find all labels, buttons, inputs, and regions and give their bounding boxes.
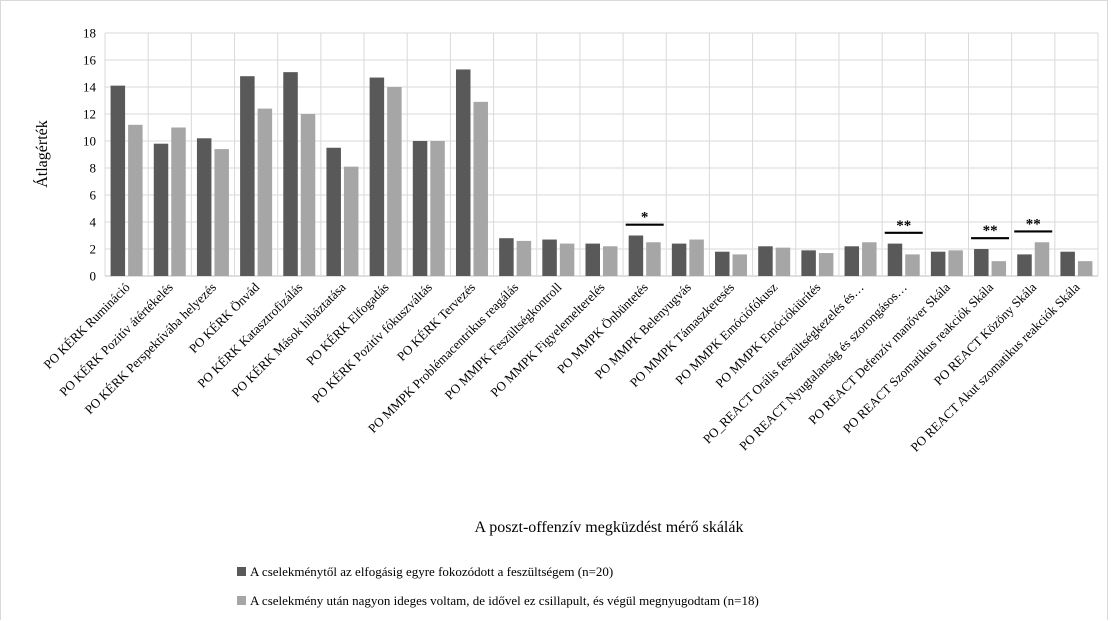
bar-series-1 [758, 246, 773, 276]
bar-series-1 [930, 251, 946, 276]
bar-series-2 [257, 108, 273, 276]
bar-series-1 [801, 250, 816, 276]
bar-series-1 [887, 243, 903, 276]
bar-series-2 [948, 250, 963, 276]
bar-series-1 [715, 251, 730, 276]
bar-series-1 [153, 143, 169, 276]
bar-series-1 [974, 249, 989, 276]
legend-swatch [237, 567, 246, 576]
bar-series-2 [646, 242, 661, 276]
bar-series-1 [412, 141, 428, 276]
bar-series-2 [1034, 242, 1050, 276]
bar-series-2 [473, 101, 488, 276]
y-tick-label: 4 [90, 215, 97, 230]
y-tick-label: 16 [83, 53, 97, 68]
y-tick-label: 10 [83, 134, 96, 149]
bar-series-2 [689, 239, 704, 276]
bar-series-1 [585, 243, 600, 276]
y-tick-label: 8 [90, 161, 97, 176]
bar-series-1 [1017, 254, 1032, 276]
bar-series-2 [818, 253, 834, 276]
bar-series-2 [775, 247, 791, 276]
y-tick-label: 0 [90, 269, 97, 284]
bar-series-2 [214, 149, 229, 276]
category-label: PO_REACT Orális feszültségkezelés és… [700, 280, 867, 447]
category-label: PO KÉRK Tervezés [394, 280, 478, 364]
bar-series-2 [732, 254, 748, 276]
bar-series-2 [905, 254, 920, 276]
bar-series-2 [128, 124, 143, 276]
y-tick-labels: 0 2 4 6 8 10 12 14 16 18 [83, 26, 97, 284]
y-tick-label: 18 [83, 26, 96, 41]
bar-series-1 [499, 238, 514, 276]
bar-series-2 [387, 87, 402, 276]
significance-annotations: *** ** ** [625, 210, 1053, 240]
legend-label: A cselekménytől az elfogásig egyre fokoz… [250, 564, 613, 579]
bar-series-2 [603, 246, 618, 276]
bar-series-1 [283, 72, 298, 277]
legend: A cselekménytől az elfogásig egyre fokoz… [237, 564, 759, 608]
legend-swatch [237, 596, 246, 605]
y-tick-label: 2 [90, 242, 97, 257]
bar-series-1 [196, 138, 212, 276]
y-tick-label: 6 [90, 188, 97, 203]
bar-series-1 [110, 85, 126, 277]
bar-series-2 [430, 141, 445, 276]
bar-series-1 [671, 243, 687, 276]
significance-label: ** [896, 218, 911, 234]
bar-series-1 [844, 246, 860, 276]
bar-series-1 [455, 69, 471, 276]
y-tick-label: 12 [83, 107, 96, 122]
bar-series-1 [326, 147, 341, 276]
bar-series-1 [1060, 251, 1075, 276]
bar-series-2 [171, 127, 186, 276]
bar-series-1 [542, 239, 557, 276]
significance-label: ** [983, 223, 998, 239]
y-axis-title: Átlagérték [32, 120, 51, 188]
bar-series-2 [991, 261, 1007, 276]
bar-series-2 [862, 242, 877, 276]
bar-series-2 [300, 114, 316, 276]
significance-label: * [641, 210, 649, 226]
bar-series-2 [559, 243, 575, 276]
bar-series-2 [1077, 261, 1093, 276]
bar-series-2 [343, 166, 359, 276]
bar-series-1 [369, 77, 385, 276]
bar-series-2 [516, 240, 532, 276]
bar-series-1 [240, 76, 255, 276]
bars [110, 69, 1093, 277]
category-label: PO KÉRK Elfogadás [303, 280, 392, 369]
legend-label: A cselekmény után nagyon ideges voltam, … [250, 593, 759, 608]
significance-label: ** [1026, 216, 1041, 232]
bar-series-1 [628, 235, 644, 276]
y-tick-label: 14 [83, 80, 97, 95]
x-axis-title: A poszt-offenzív megküzdést mérő skálák [475, 519, 744, 536]
